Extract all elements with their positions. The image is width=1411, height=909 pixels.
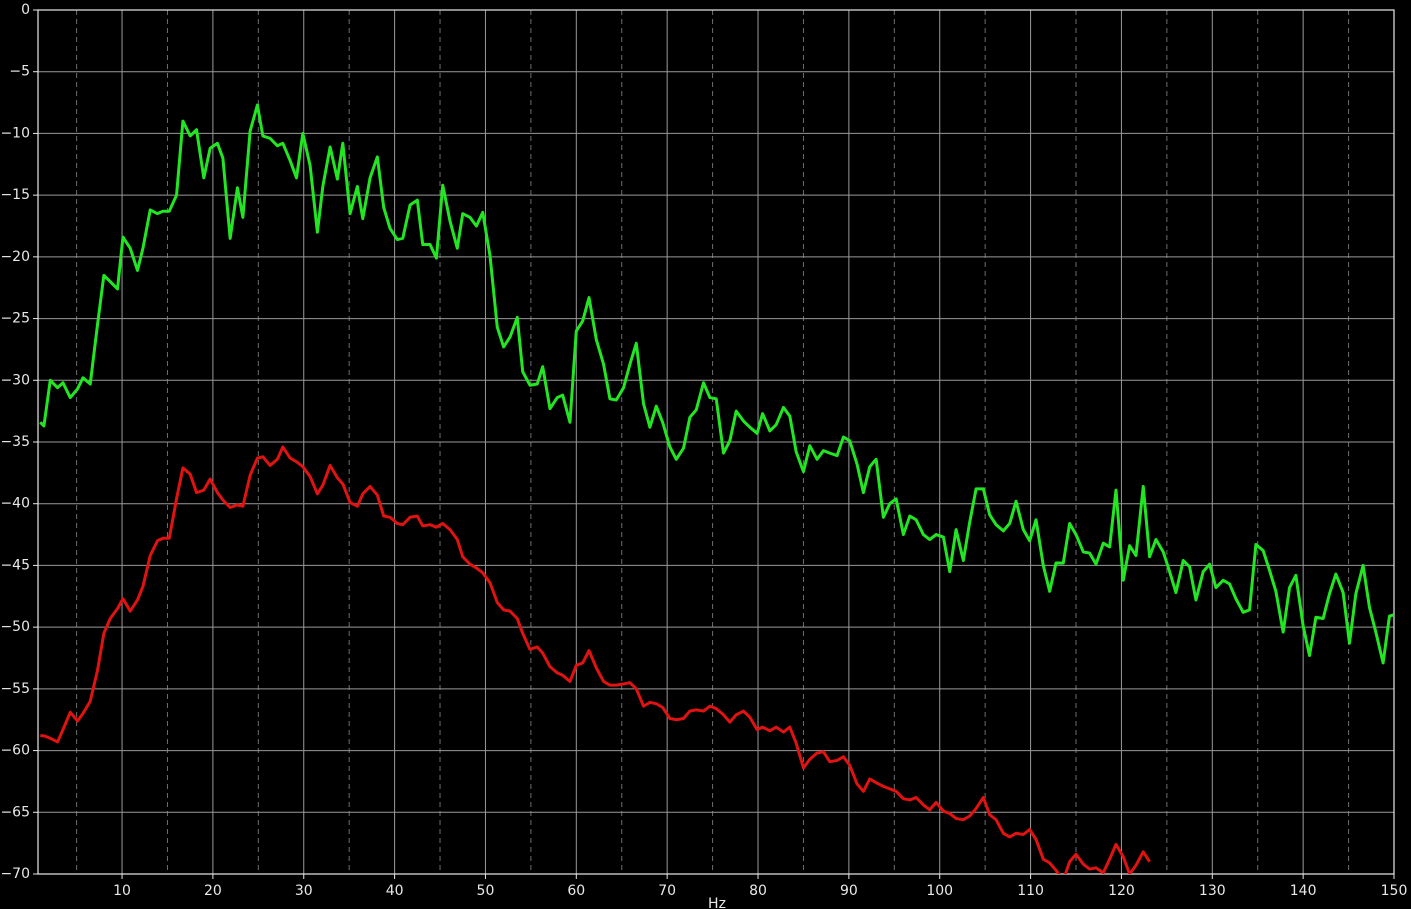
y-tick-label: −65 [0,804,30,820]
y-tick-label: −55 [0,681,30,697]
y-tick-label: −50 [0,619,30,635]
y-tick-label: −5 [9,64,30,80]
y-tick-label: −25 [0,311,30,327]
y-tick-label: 0 [21,2,30,18]
x-tick-label: 40 [386,883,404,899]
y-tick-label: −30 [0,372,30,388]
x-tick-label: 100 [926,883,953,899]
x-tick-label: 70 [658,883,676,899]
x-tick-label: 150 [1381,883,1408,899]
y-tick-label: −15 [0,187,30,203]
y-tick-label: −20 [0,249,30,265]
x-tick-label: 130 [1199,883,1226,899]
y-tick-label: −70 [0,866,30,882]
x-tick-label: 30 [295,883,313,899]
axes-frame [37,9,1395,875]
x-tick-label: 140 [1290,883,1317,899]
y-tick-label: −45 [0,557,30,573]
x-axis-label: Hz [708,896,726,909]
x-tick-label: 60 [567,883,585,899]
x-tick-label: 80 [749,883,767,899]
y-tick-label: −40 [0,496,30,512]
x-tick-label: 120 [1108,883,1135,899]
series-line [39,103,1394,665]
grid [33,9,1395,879]
plot-area [39,103,1394,874]
y-tick-label: −10 [0,125,30,141]
y-tick-label: −60 [0,743,30,759]
x-tick-label: 10 [113,883,131,899]
x-tick-label: 110 [1017,883,1044,899]
x-tick-label: 90 [840,883,858,899]
x-tick-label: 20 [204,883,222,899]
y-tick-label: −35 [0,434,30,450]
series-line [40,445,1151,874]
x-tick-label: 50 [477,883,495,899]
